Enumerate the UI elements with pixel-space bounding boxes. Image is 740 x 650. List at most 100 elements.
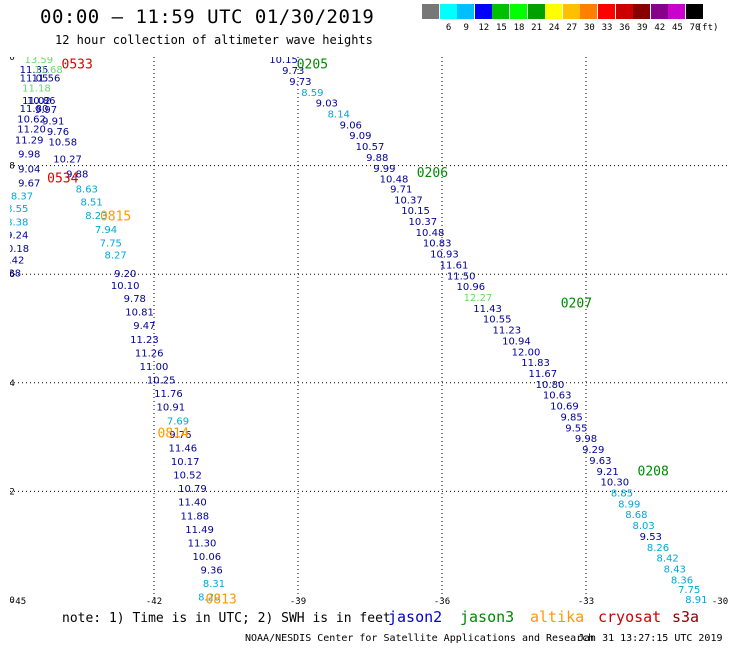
wave-height-label: 10.06 — [192, 552, 221, 563]
wave-height-label: 11.02 — [22, 96, 51, 107]
pass-time-label: 0205 — [297, 57, 328, 72]
wave-height-label: 9.76 — [47, 127, 69, 138]
legend-label: 9 — [463, 23, 469, 33]
wave-height-label: 11.05 — [20, 74, 49, 85]
wave-height-label: 8.26 — [647, 543, 669, 554]
wave-height-label: 8.03 — [632, 521, 654, 532]
wave-height-label: 11.50 — [447, 271, 476, 282]
wave-height-label: 11.67 — [528, 369, 557, 380]
wave-height-label: 7.75 — [100, 239, 122, 250]
wave-height-label: 9.88 — [366, 153, 388, 164]
legend-swatch — [439, 4, 457, 19]
wave-height-label: 9.71 — [390, 184, 412, 195]
wave-height-label: 9.29 — [582, 445, 604, 456]
wave-height-label: 9.36 — [200, 566, 222, 577]
wave-height-label: 11.26 — [135, 348, 164, 359]
map-plot: -45 -42 -39 -36 -33 -30 50 48 46 44 42 40 13.5911.35… — [10, 57, 730, 605]
legend-label: 15 — [495, 23, 507, 33]
legend-swatch — [686, 4, 703, 19]
wave-height-label: 10.81 — [125, 308, 154, 319]
wave-height-label: 8.68 — [625, 510, 647, 521]
x-tick-label: -39 — [290, 597, 306, 605]
pass-time-label: 0206 — [417, 166, 448, 181]
legend-swatch — [650, 4, 668, 19]
y-tick-label: 48 — [10, 162, 15, 172]
legend-label: 33 — [601, 23, 613, 33]
wave-height-label: 8.27 — [104, 251, 126, 262]
wave-height-label: 10.48 — [416, 228, 445, 239]
wave-height-label: 8.31 — [203, 579, 225, 590]
wave-height-label: 11.49 — [185, 525, 214, 536]
wave-height-label: 12.00 — [512, 347, 541, 358]
wave-height-label: 9.06 — [340, 120, 362, 131]
y-tick-label: 50 — [10, 57, 15, 63]
wave-height-label: 11.40 — [178, 498, 207, 509]
legend-label: 6 — [445, 23, 452, 33]
wave-height-label: 8.59 — [301, 88, 323, 99]
wave-height-label: 10.57 — [356, 142, 385, 153]
page-subtitle: 12 hour collection of altimeter wave hei… — [55, 33, 373, 47]
wave-height-label: 9.67 — [18, 178, 40, 189]
x-tick-label: -42 — [146, 597, 162, 605]
wave-height-label: 11.83 — [521, 358, 550, 369]
pass-time-label: 0533 — [62, 57, 93, 72]
wave-height-label: 10.79 — [178, 484, 207, 495]
wave-height-label: 9.98 — [575, 434, 597, 445]
wave-height-label: 10.91 — [156, 403, 185, 414]
wave-height-label: 11.43 — [473, 304, 502, 315]
wave-height-label: 7.75 — [678, 585, 700, 596]
satellite-jason2: jason2 — [388, 608, 443, 626]
legend-swatch — [580, 4, 598, 19]
wave-height-label: 8.36 — [671, 575, 693, 586]
wave-height-label: 11.61 — [440, 260, 469, 271]
wave-height-label: 10.27 — [53, 155, 82, 166]
wave-height-label: 11.80 — [20, 104, 49, 115]
wave-height-label: 10.15 — [401, 206, 430, 217]
legend-swatch — [562, 4, 580, 19]
wave-height-label: 9.98 — [18, 150, 40, 161]
wave-height-label: 9.63 — [589, 456, 611, 467]
wave-height-label: 10.69 — [550, 402, 579, 413]
legend-swatch — [668, 4, 686, 19]
wave-height-label: 9.21 — [596, 467, 618, 478]
y-tick-label: 44 — [10, 379, 15, 389]
wave-height-label: 11.35 — [20, 65, 49, 76]
pass-time-label: 0534 — [47, 171, 78, 186]
legend-label: 30 — [583, 23, 595, 33]
wave-height-label: 10.48 — [380, 175, 409, 186]
wave-height-label: 8.51 — [80, 197, 102, 208]
footer-note: note: 1) Time is in UTC; 2) SWH is in fe… — [62, 611, 391, 626]
y-tick-label: 42 — [10, 487, 15, 497]
wave-height-label: 8.99 — [618, 499, 640, 510]
wave-height-label: 8.85 — [611, 488, 633, 499]
wave-height-label: 11.20 — [17, 125, 46, 136]
wave-height-label: 9.20 — [114, 269, 136, 280]
wave-height-label: 9.76 — [169, 430, 191, 441]
pass-time-label: 0813 — [206, 592, 237, 605]
wave-height-label: 10.63 — [543, 391, 572, 402]
wave-height-label: 9.24 — [10, 231, 28, 242]
wave-height-label: 8.37 — [11, 191, 33, 202]
wave-height-label: 10.37 — [394, 195, 423, 206]
satellite-s3a: s3a — [672, 608, 700, 626]
legend-label: 36 — [619, 23, 631, 33]
legend-label: 21 — [531, 23, 543, 33]
wave-height-label: 10.93 — [430, 250, 459, 261]
y-tick-label: 40 — [10, 596, 15, 605]
wave-height-label: 8.91 — [685, 595, 707, 605]
wave-height-label: 8.63 — [76, 184, 98, 195]
legend-swatch — [510, 4, 527, 19]
wave-height-label: 10.80 — [536, 380, 565, 391]
wave-height-label: 8.55 — [10, 204, 28, 215]
satellite-altika: altika — [530, 608, 585, 626]
wave-height-label: 11.30 — [188, 538, 217, 549]
wave-height-label: 11.76 — [154, 389, 183, 400]
legend-swatch — [422, 4, 439, 19]
wave-height-label: 10.37 — [408, 217, 437, 228]
x-tick-label: -33 — [578, 597, 594, 605]
legend-label: 27 — [566, 23, 578, 33]
pass-time-label: 0815 — [100, 209, 131, 224]
wave-height-label: 9.88 — [10, 269, 21, 280]
wave-height-label: 13.59 — [24, 57, 53, 66]
legend-swatch — [457, 4, 475, 19]
